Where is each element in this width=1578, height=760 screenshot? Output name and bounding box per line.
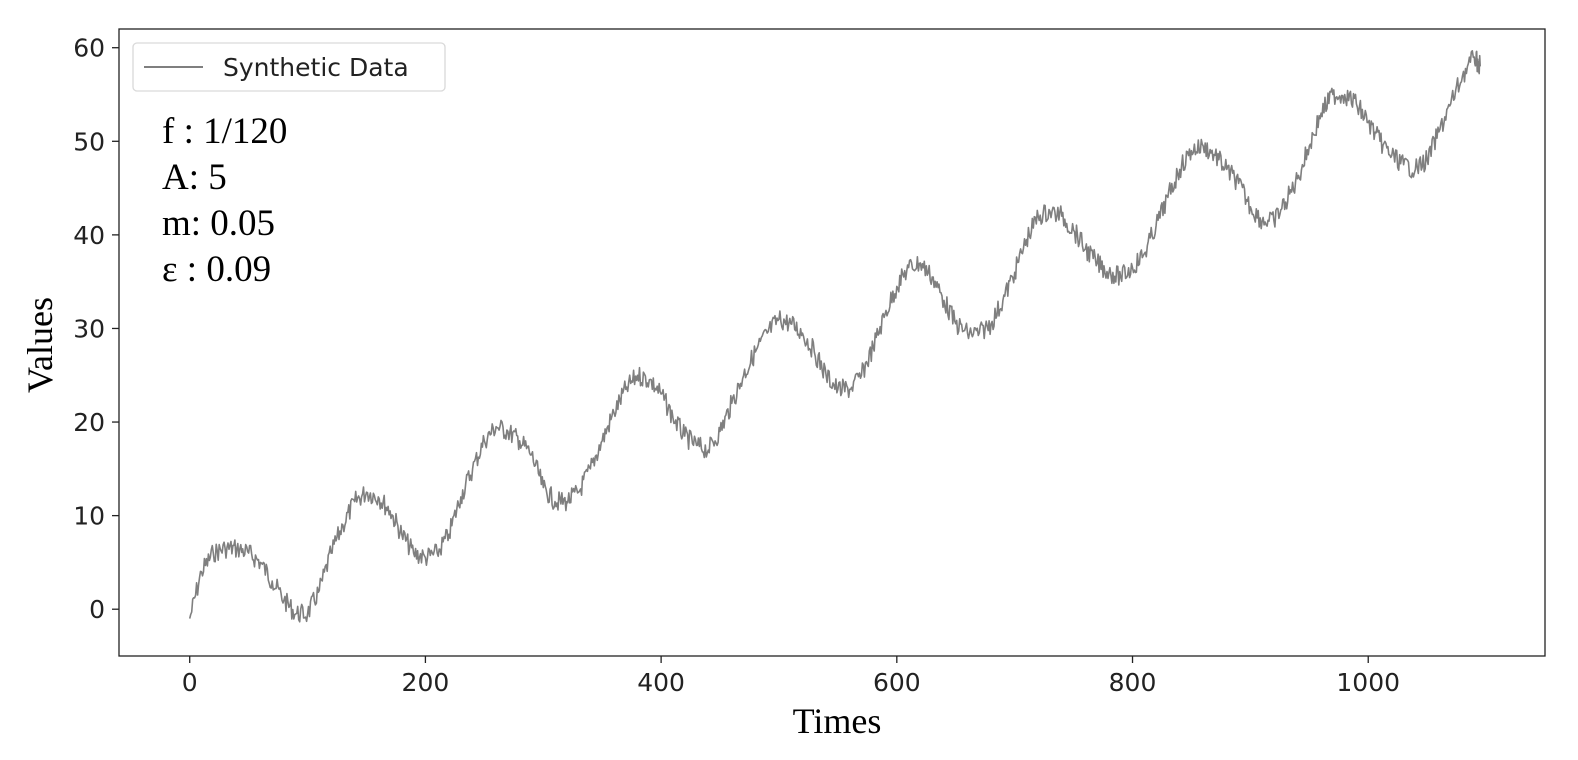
series-layer [188,50,1481,623]
y-axis-ticks: 0 10 20 30 40 50 60 [73,34,119,624]
y-tick-label: 60 [73,34,105,63]
y-tick-label: 40 [73,221,105,250]
legend: Synthetic Data [132,42,446,92]
legend-box [132,42,446,92]
x-tick-label: 400 [637,668,685,697]
x-tick-label: 1000 [1336,668,1400,697]
annotation-amplitude: A: 5 [162,157,227,198]
parameter-annotations: f : 1/120 A: 5 m: 0.05 ε : 0.09 [162,111,287,290]
x-tick-label: 0 [182,668,198,697]
x-tick-label: 600 [873,668,921,697]
annotation-noise: ε : 0.09 [162,249,271,290]
y-tick-label: 20 [73,408,105,437]
y-tick-label: 0 [89,595,105,624]
x-tick-label: 200 [402,668,450,697]
annotation-frequency: f : 1/120 [162,111,287,152]
y-tick-label: 10 [73,502,105,531]
x-tick-label: 800 [1109,668,1157,697]
plot-frame [118,28,1546,657]
y-axis-title: Values [20,297,60,393]
x-axis-title: Times [793,701,882,741]
series-line-0 [188,50,1481,623]
annotation-slope: m: 0.05 [162,203,275,244]
y-tick-label: 30 [73,314,105,343]
legend-label: Synthetic Data [223,53,409,82]
x-axis-ticks: 0 200 400 600 800 1000 [182,656,1400,697]
y-tick-label: 50 [73,127,105,156]
